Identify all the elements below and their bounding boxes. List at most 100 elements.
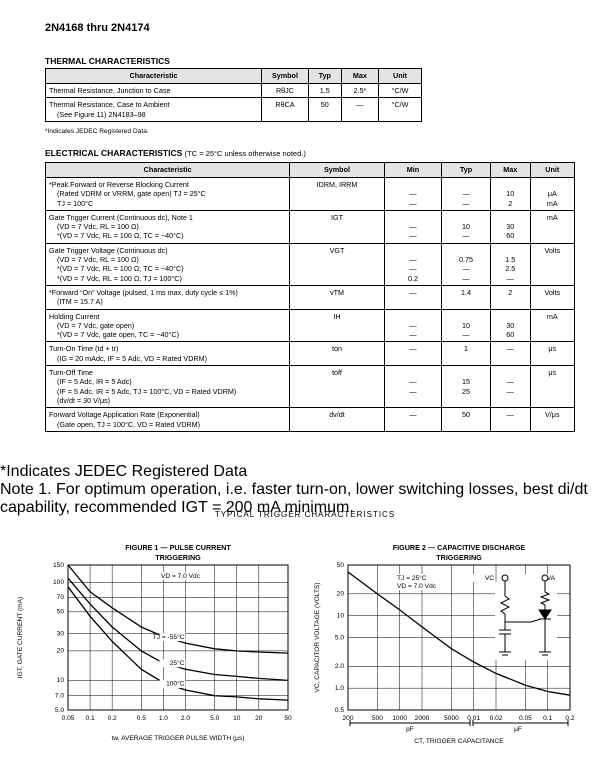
y-tick-label: 50 xyxy=(57,609,65,616)
x-tick-label: 0.01 xyxy=(467,715,480,722)
cell-line: mA xyxy=(546,311,558,321)
table-cell: 10— xyxy=(441,209,491,244)
cell-line: 2 xyxy=(508,198,513,208)
thyristor xyxy=(538,609,552,620)
table-cell: *Peak Forward or Reverse Blocking Curren… xyxy=(44,177,291,211)
cell-line: Turn-Off Time xyxy=(49,368,93,378)
column-header: Max xyxy=(340,68,380,84)
cell-line: 1.5 xyxy=(505,255,516,265)
x-tick-label: 0.5 xyxy=(137,715,146,722)
x-tick-label: 0.1 xyxy=(543,715,552,722)
table-cell: — — xyxy=(489,365,531,409)
label-bg xyxy=(159,659,186,668)
annotation-bg xyxy=(404,725,416,733)
table-cell: — — xyxy=(383,177,443,211)
cell-line: 25 xyxy=(462,386,471,396)
cell-line: VGT xyxy=(329,245,345,255)
table-cell: VGT xyxy=(289,242,385,286)
chart-title: FIGURE 2 — CAPACITIVE DISCHARGE xyxy=(393,543,526,552)
cell-line: mA xyxy=(546,198,558,208)
table-row: Forward Voltage Application Rate (Expone… xyxy=(44,407,576,432)
x-tick-label: 200 xyxy=(342,715,353,722)
y-tick-label: 50 xyxy=(337,562,345,569)
cell-line: 10 xyxy=(462,222,471,232)
table-cell: vTM xyxy=(289,284,385,310)
cell-line: — xyxy=(409,231,417,241)
x-tick-label: 0.05 xyxy=(62,715,75,722)
terminal xyxy=(541,574,549,582)
electrical-heading: ELECTRICAL CHARACTERISTICS (TC = 25°C un… xyxy=(45,148,306,158)
cell-line: Gate Trigger Current (Continuous dc), No… xyxy=(49,212,193,222)
table-cell: 2 xyxy=(489,284,531,310)
cell-line: μs xyxy=(548,344,557,354)
cell-line: (IF = 5 Adc, IR = 5 Adc, TJ = 100°C, VD … xyxy=(57,386,237,396)
cell-line: V/μs xyxy=(545,410,560,420)
x-tick-label: 20 xyxy=(255,715,263,722)
cell-line: toff xyxy=(332,368,342,378)
cell-line: RθJC xyxy=(275,86,294,95)
cell-line: (IF = 5 Adc, IR = 5 Adc) xyxy=(57,377,132,387)
electrical-title: ELECTRICAL CHARACTERISTICS xyxy=(45,148,183,158)
label-bg xyxy=(159,633,186,642)
y-tick-label: 20 xyxy=(337,591,345,598)
cell-line: — xyxy=(409,264,417,274)
cell-line: ton xyxy=(331,344,342,354)
header-title: 2N4168 thru 2N4174 xyxy=(45,22,150,34)
table-cell: Forward Voltage Application Rate (Expone… xyxy=(44,407,291,432)
cell-line: *(VD = 7 Vdc, gate open, TC = −40°C) xyxy=(57,330,180,340)
y-tick-label: 5.0 xyxy=(55,707,64,714)
table-cell: mA xyxy=(529,308,576,343)
y-tick-label: 5.0 xyxy=(335,634,344,641)
series-label: 25°C xyxy=(170,659,185,667)
table-cell: Thermal Resistance, Junction to Case xyxy=(44,82,263,99)
x-tick-label: 0.05 xyxy=(519,715,532,722)
cell-line: TJ = 100°C xyxy=(57,198,94,208)
cell-line: — xyxy=(462,189,470,199)
table-row: Thermal Resistance, Case to Ambient (See … xyxy=(44,97,422,122)
cell-line: °C/W xyxy=(391,86,409,95)
note: *Indicates JEDEC Registered Data xyxy=(0,463,248,480)
table-cell: — — xyxy=(383,308,443,343)
cell-line: 1.4 xyxy=(461,287,472,297)
table-row: Thermal Resistance, Junction to Case RθJC… xyxy=(44,82,422,99)
cell-line: — xyxy=(506,410,514,420)
cell-line: — xyxy=(409,330,417,340)
annotation-bg xyxy=(162,572,200,580)
column-header: Typ xyxy=(307,68,342,84)
cell-line: mA xyxy=(546,212,558,222)
x-tick-label: 1000 xyxy=(392,715,407,722)
x-tick-label: 2000 xyxy=(415,715,430,722)
table-row: *Forward “On” Voltage (pulsed, 1 ms max,… xyxy=(44,284,576,310)
annotation-bg xyxy=(456,574,494,582)
cell-line: (IG = 20 mAdc, IF = 5 Adc, VD = Rated VD… xyxy=(57,353,207,363)
annotation: TJ = 25°C xyxy=(397,574,427,582)
annotation: VD = 7.0 Vdc xyxy=(397,583,437,590)
x-tick-label: 10 xyxy=(233,715,241,722)
cell-line: 0.75 xyxy=(459,255,474,265)
table-row: Holding Current (VD = 7 Vdc, gate open) *(… xyxy=(44,308,576,343)
figure-2: FIGURE 2 — CAPACITIVE DISCHARGETRIGGERIN… xyxy=(314,543,575,745)
table-cell: 10 2 xyxy=(489,177,531,211)
table-row: *Peak Forward or Reverse Blocking Curren… xyxy=(44,177,576,211)
header-row: Characteristic Symbol Typ Max Unit xyxy=(44,68,422,84)
y-axis-label: VC, CAPACITOR VOLTAGE (VOLTS) xyxy=(314,582,321,692)
table-cell: μs xyxy=(529,365,576,409)
table-cell: — — xyxy=(441,177,491,211)
cell-line: — xyxy=(506,386,514,396)
x-tick-label: 0.2 xyxy=(565,715,574,722)
table-cell: toff xyxy=(289,365,385,409)
cell-line: IDRM, IRRM xyxy=(316,180,358,189)
cell-line: — xyxy=(462,231,470,241)
cell-line: vTM xyxy=(330,287,344,297)
table-row: Turn-Off Time (IF = 5 Adc, IR = 5 Adc) (IF… xyxy=(44,365,576,409)
table-cell: V/μs xyxy=(529,407,576,432)
x-tick-label: 500 xyxy=(372,715,383,722)
table-cell: Volts xyxy=(529,242,576,286)
table-cell: — xyxy=(340,97,380,122)
table-cell: Holding Current (VD = 7 Vdc, gate open) *(… xyxy=(44,308,291,343)
curve xyxy=(347,571,571,696)
cell-line: 60 xyxy=(506,231,515,241)
table-cell: μs xyxy=(529,341,576,367)
cell-line: *Forward “On” Voltage (pulsed, 1 ms max,… xyxy=(49,287,238,297)
column-header: Typ xyxy=(441,162,491,178)
